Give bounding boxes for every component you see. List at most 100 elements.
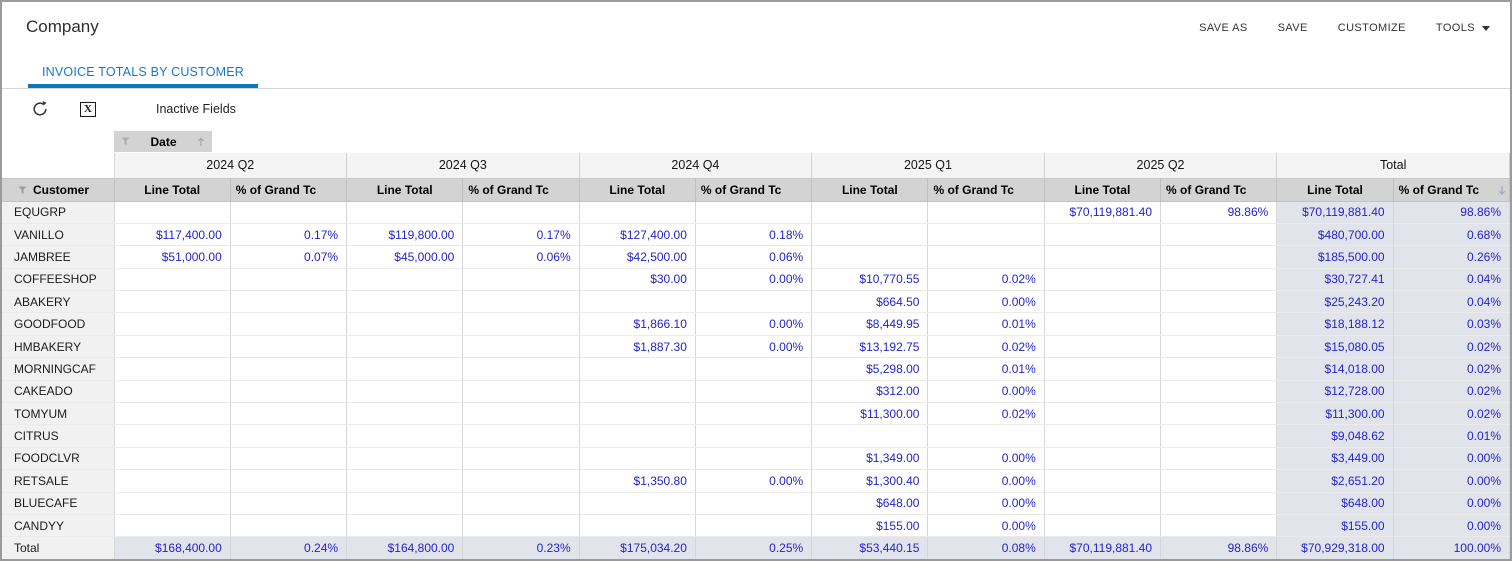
value-cell: 0.04% (1393, 268, 1510, 292)
value-cell (811, 201, 929, 224)
column-group-row: 2024 Q2 2024 Q3 2024 Q4 2025 Q1 2025 Q2 Total (2, 153, 1510, 178)
inactive-fields-button[interactable]: Inactive Fields (156, 102, 236, 116)
value-cell: 0.00% (1393, 514, 1510, 538)
value-cell: $13,192.75 (811, 335, 929, 359)
value-cell (1044, 245, 1162, 269)
value-cell (114, 424, 231, 448)
customize-button[interactable]: CUSTOMIZE (1337, 22, 1406, 34)
value-cell (1160, 469, 1278, 493)
value-cell (927, 223, 1045, 247)
header-label: Line Total (376, 182, 433, 197)
value-cell (346, 335, 464, 359)
value-cell (462, 290, 580, 314)
value-cell (1160, 290, 1278, 314)
value-cell: 0.00% (927, 514, 1045, 538)
value-cell (579, 201, 696, 224)
value-cell: 98.86% (1393, 201, 1510, 224)
customer-name-cell: TOMYUM (2, 402, 115, 426)
tab-label: INVOICE TOTALS BY CUSTOMER (42, 65, 245, 79)
value-cell: 0.00% (695, 312, 813, 336)
value-cell (579, 357, 696, 381)
value-cell: 0.00% (927, 290, 1045, 314)
value-cell (1160, 424, 1278, 448)
value-cell: 0.04% (1393, 290, 1510, 314)
value-cell (346, 290, 464, 314)
pct-of-grand-total-header[interactable]: % of Grand Tc (1393, 177, 1510, 202)
value-cell: 0.01% (927, 312, 1045, 336)
column-group-total[interactable]: Total (1276, 153, 1510, 178)
pct-of-grand-total-header[interactable]: % of Grand Tc (462, 177, 580, 202)
value-cell: $175,034.20 (579, 536, 696, 559)
pct-of-grand-total-header[interactable]: % of Grand Tc (927, 177, 1045, 202)
column-group-2024-q4[interactable]: 2024 Q4 (579, 153, 813, 178)
value-cell (114, 335, 231, 359)
value-cell: $9,048.62 (1276, 424, 1394, 448)
value-cell (1160, 492, 1278, 515)
tab-invoice-totals-by-customer[interactable]: INVOICE TOTALS BY CUSTOMER (28, 60, 259, 88)
filter-icon (18, 186, 27, 194)
value-cell: 0.18% (695, 223, 813, 247)
export-excel-icon (80, 101, 96, 117)
value-cell (462, 357, 580, 381)
value-cell (230, 312, 348, 336)
value-cell: 0.23% (462, 536, 580, 559)
line-total-header[interactable]: Line Total (114, 177, 231, 202)
value-cell: $3,449.00 (1276, 447, 1394, 471)
value-cell (1160, 268, 1278, 292)
value-cell: 0.00% (1393, 447, 1510, 471)
date-field-chip[interactable]: Date (114, 131, 212, 152)
value-cell (230, 514, 348, 538)
value-cell: $5,298.00 (811, 357, 929, 381)
column-group-2024-q3[interactable]: 2024 Q3 (346, 153, 580, 178)
header-label: % of Grand Tc (1166, 182, 1247, 197)
customer-name-cell: CITRUS (2, 424, 115, 448)
table-row: COFFEESHOP $30.00 0.00% $10,770.55 0.02% $30,… (2, 268, 1510, 292)
column-group-2024-q2[interactable]: 2024 Q2 (114, 153, 348, 178)
pct-of-grand-total-header[interactable]: % of Grand Tc (695, 177, 813, 202)
value-cell (114, 492, 231, 515)
header-label: Line Total (609, 182, 666, 197)
value-cell: 0.00% (695, 268, 813, 292)
column-group-2025-q1[interactable]: 2025 Q1 (811, 153, 1045, 178)
value-cell (230, 357, 348, 381)
value-cell: $11,300.00 (1276, 402, 1394, 426)
value-cell: $10,770.55 (811, 268, 929, 292)
value-cell: $119,800.00 (346, 223, 464, 247)
line-total-header[interactable]: Line Total (346, 177, 464, 202)
pct-of-grand-total-header[interactable]: % of Grand Tc (230, 177, 348, 202)
line-total-header[interactable]: Line Total (579, 177, 696, 202)
table-row: MORNINGCAF $5,298.00 0.01% $14,018.00 0.02% (2, 357, 1510, 381)
value-cell (695, 357, 813, 381)
customer-name-cell: ABAKERY (2, 290, 115, 314)
table-row: JAMBREE $51,000.00 0.07% $45,000.00 0.06% $42… (2, 245, 1510, 269)
pct-of-grand-total-header[interactable]: % of Grand Tc (1160, 177, 1278, 202)
value-cell (462, 492, 580, 515)
value-cell: $25,243.20 (1276, 290, 1394, 314)
table-row: FOODCLVR $1,349.00 0.00% $3,449.00 0.00% (2, 447, 1510, 471)
save-as-button[interactable]: SAVE AS (1199, 22, 1248, 34)
column-group-2025-q2[interactable]: 2025 Q2 (1044, 153, 1278, 178)
value-cell: $30.00 (579, 268, 696, 292)
tools-menu-button[interactable]: TOOLS (1436, 22, 1490, 34)
line-total-header[interactable]: Line Total (1044, 177, 1162, 202)
export-excel-button[interactable] (78, 99, 98, 119)
table-row: HMBAKERY $1,887.30 0.00% $13,192.75 0.02% $15… (2, 335, 1510, 359)
customer-name-cell: MORNINGCAF (2, 357, 115, 381)
save-button[interactable]: SAVE (1277, 22, 1308, 34)
corner-cell (2, 153, 115, 178)
value-cell: 98.86% (1160, 201, 1278, 224)
pivot-header: 2024 Q2 2024 Q3 2024 Q4 2025 Q1 2025 Q2 Total… (2, 153, 1510, 202)
table-row: RETSALE $1,350.80 0.00% $1,300.40 0.00% $2,65… (2, 469, 1510, 493)
value-cell (1044, 335, 1162, 359)
value-cell (114, 312, 231, 336)
value-cell (346, 380, 464, 404)
value-cell: $1,349.00 (811, 447, 929, 471)
value-cell: $1,866.10 (579, 312, 696, 336)
grand-total-row: Total $168,400.00 0.24% $164,800.00 0.23% $17… (2, 536, 1510, 559)
line-total-header[interactable]: Line Total (811, 177, 929, 202)
value-cell: $648.00 (811, 492, 929, 515)
value-cell (1044, 514, 1162, 538)
refresh-button[interactable] (30, 99, 50, 119)
customer-header[interactable]: Customer (2, 177, 115, 202)
line-total-header[interactable]: Line Total (1276, 177, 1394, 202)
